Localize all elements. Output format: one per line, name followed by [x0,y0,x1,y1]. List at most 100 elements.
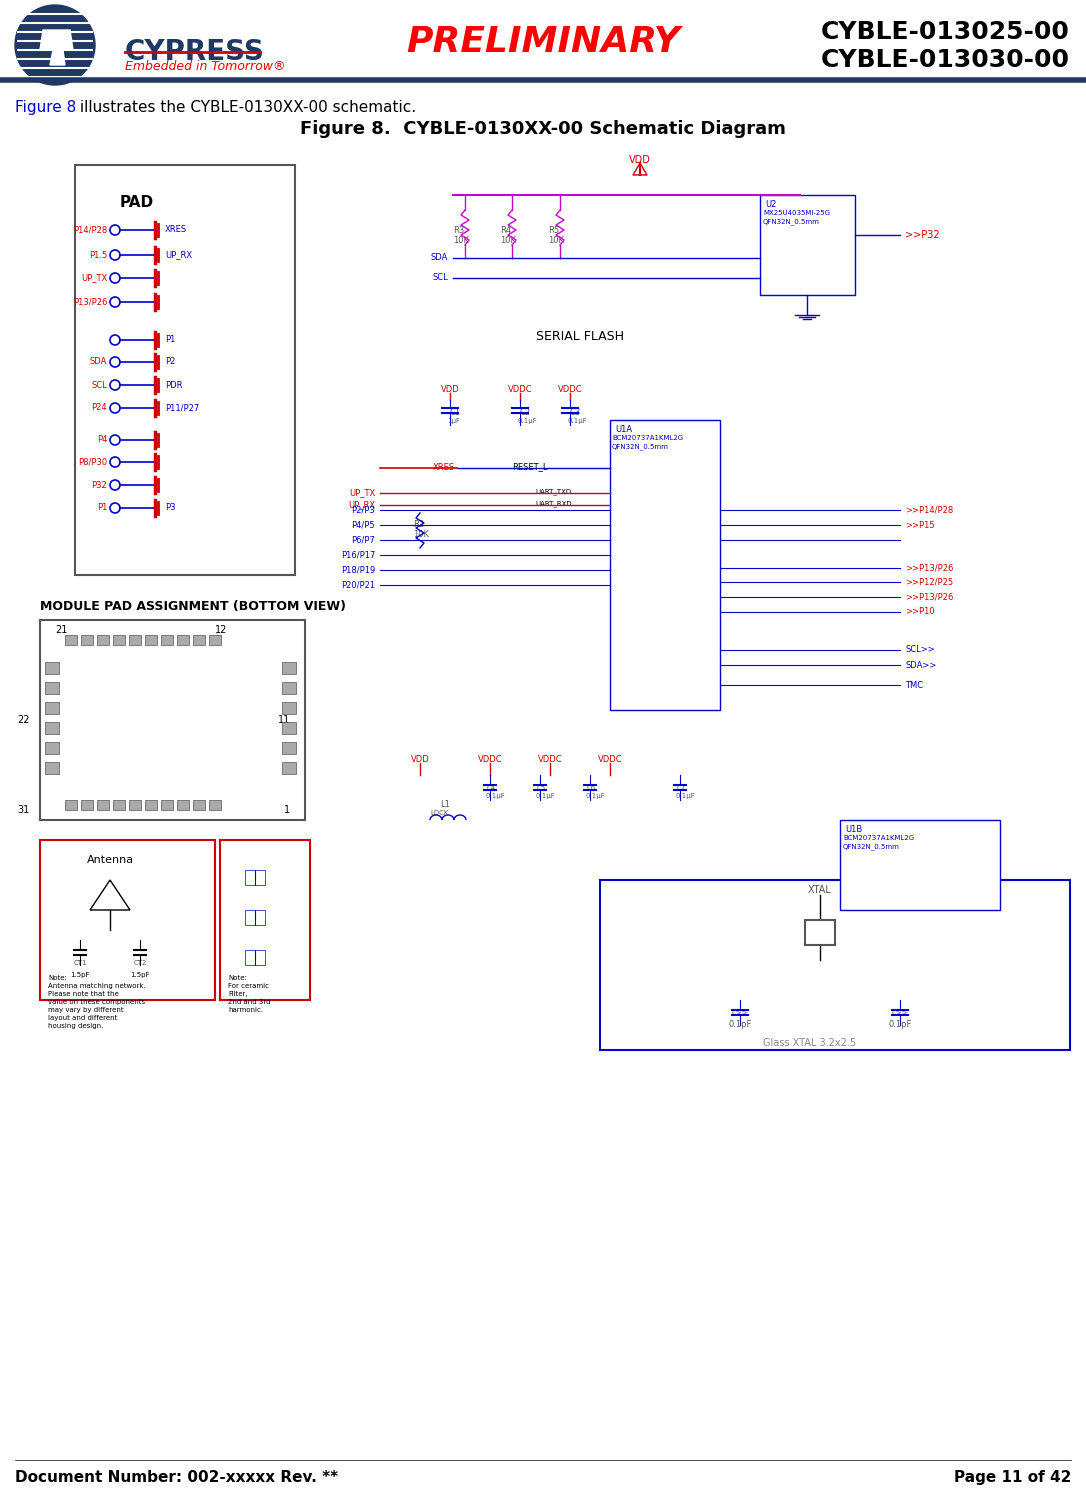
Text: 10K: 10K [453,237,469,246]
Bar [245,949,265,964]
Text: CT2: CT2 [134,960,147,966]
Text: 0.1µF: 0.1µF [517,417,536,423]
Text: U1B: U1B [845,824,862,833]
Text: Figure 8: Figure 8 [15,99,76,115]
Text: UP_TX: UP_TX [349,488,375,497]
Bar [245,870,265,885]
Bar [220,839,310,1001]
Bar [15,148,1075,1430]
Circle shape [15,5,94,84]
Text: MODULE PAD ASSIGNMENT (BOTTOM VIEW): MODULE PAD ASSIGNMENT (BOTTOM VIEW) [40,600,346,613]
Bar [599,880,1070,1050]
Text: P14/P28: P14/P28 [73,226,108,235]
Text: VDDC: VDDC [507,384,532,393]
Bar [282,702,296,714]
Text: BCM20737A1KML2G: BCM20737A1KML2G [613,436,683,442]
Text: SDA: SDA [90,357,108,366]
Text: P16/P17: P16/P17 [341,550,375,559]
Text: >>P13/P26: >>P13/P26 [905,564,954,573]
Text: P1: P1 [165,336,175,345]
Text: C2: C2 [520,408,531,417]
Text: R4: R4 [500,226,512,235]
Bar [282,722,296,734]
Text: VDDC: VDDC [597,755,622,764]
Bar [81,800,93,809]
Text: 1.5pF: 1.5pF [71,972,90,978]
Text: 0.1µF: 0.1µF [535,793,555,799]
Text: Embedded in Tomorrow®: Embedded in Tomorrow® [125,60,286,72]
Bar [245,910,265,925]
Text: SCL>>: SCL>> [905,645,935,654]
Text: QFN32N_0.5mm: QFN32N_0.5mm [843,842,900,850]
Text: P32: P32 [91,481,108,490]
Text: PRELIMINARY: PRELIMINARY [406,26,680,59]
Text: CYPRESS: CYPRESS [125,38,265,66]
Text: UART_RXD: UART_RXD [535,500,571,506]
Text: P2/P3: P2/P3 [351,505,375,514]
Text: PDR: PDR [165,380,182,389]
Text: SERIAL FLASH: SERIAL FLASH [536,330,624,344]
Text: 21: 21 [55,625,67,634]
Bar [113,634,125,645]
Text: U2: U2 [765,200,776,209]
Text: C6: C6 [588,785,596,791]
Text: TMC: TMC [905,681,923,690]
Bar [839,820,1000,910]
Bar [282,741,296,754]
Text: C4: C4 [487,785,496,791]
Bar [81,634,93,645]
Text: 0.1µF: 0.1µF [485,793,505,799]
Bar [45,662,59,674]
Bar [129,634,141,645]
Text: VDDC: VDDC [558,384,582,393]
Text: UP_TX: UP_TX [80,273,108,282]
Text: P18/P19: P18/P19 [341,565,375,574]
Text: RESET_L: RESET_L [513,463,547,472]
Bar [65,800,77,809]
Text: Figure 8.  CYBLE-0130XX-00 Schematic Diagram: Figure 8. CYBLE-0130XX-00 Schematic Diag… [300,121,786,139]
Text: Page 11 of 42: Page 11 of 42 [954,1469,1071,1484]
Bar [177,800,189,809]
Bar [146,634,157,645]
Bar [146,800,157,809]
Text: >>P32: >>P32 [905,231,939,240]
Text: SCL: SCL [91,380,108,389]
Text: CYBLE-013030-00: CYBLE-013030-00 [821,48,1070,72]
Bar [45,741,59,754]
Text: SDA: SDA [431,253,449,262]
Text: XRES: XRES [165,226,187,235]
Bar [113,800,125,809]
Text: C>>: C>> [732,1010,748,1016]
Text: Glass XTAL 3.2x2.5: Glass XTAL 3.2x2.5 [763,1038,857,1047]
Text: 0.1µF: 0.1µF [585,793,605,799]
Text: XRES: XRES [433,464,455,473]
Bar [161,634,173,645]
Bar [282,763,296,775]
Text: PAD: PAD [119,194,154,209]
Text: C1: C1 [450,408,462,417]
Text: 0.1µF: 0.1µF [675,793,695,799]
Bar [177,634,189,645]
Text: 11: 11 [278,714,290,725]
Bar [282,683,296,695]
Text: XTAL: XTAL [808,885,832,895]
Bar [75,164,295,576]
Bar [45,722,59,734]
Text: 10K: 10K [548,237,564,246]
Text: 22: 22 [17,714,30,725]
Text: QFN32N_0.5mm: QFN32N_0.5mm [613,443,669,449]
Text: P8/P30: P8/P30 [78,458,108,467]
Text: CT1: CT1 [73,960,87,966]
Text: 0.1pF: 0.1pF [729,1020,752,1029]
Text: 12: 12 [215,625,227,634]
Text: R3: R3 [453,226,464,235]
Text: 0.1µF: 0.1µF [567,417,586,423]
Bar [805,919,835,945]
Text: LDCK: LDCK [431,809,450,815]
Bar [193,634,205,645]
Text: >>P14/P28: >>P14/P28 [905,505,954,514]
Text: P1.5: P1.5 [89,250,108,259]
Text: Note:
For ceramic
Filter,
2nd and 3rd
harmonic.: Note: For ceramic Filter, 2nd and 3rd ha… [228,975,270,1013]
Bar [40,839,215,1001]
Bar [65,634,77,645]
